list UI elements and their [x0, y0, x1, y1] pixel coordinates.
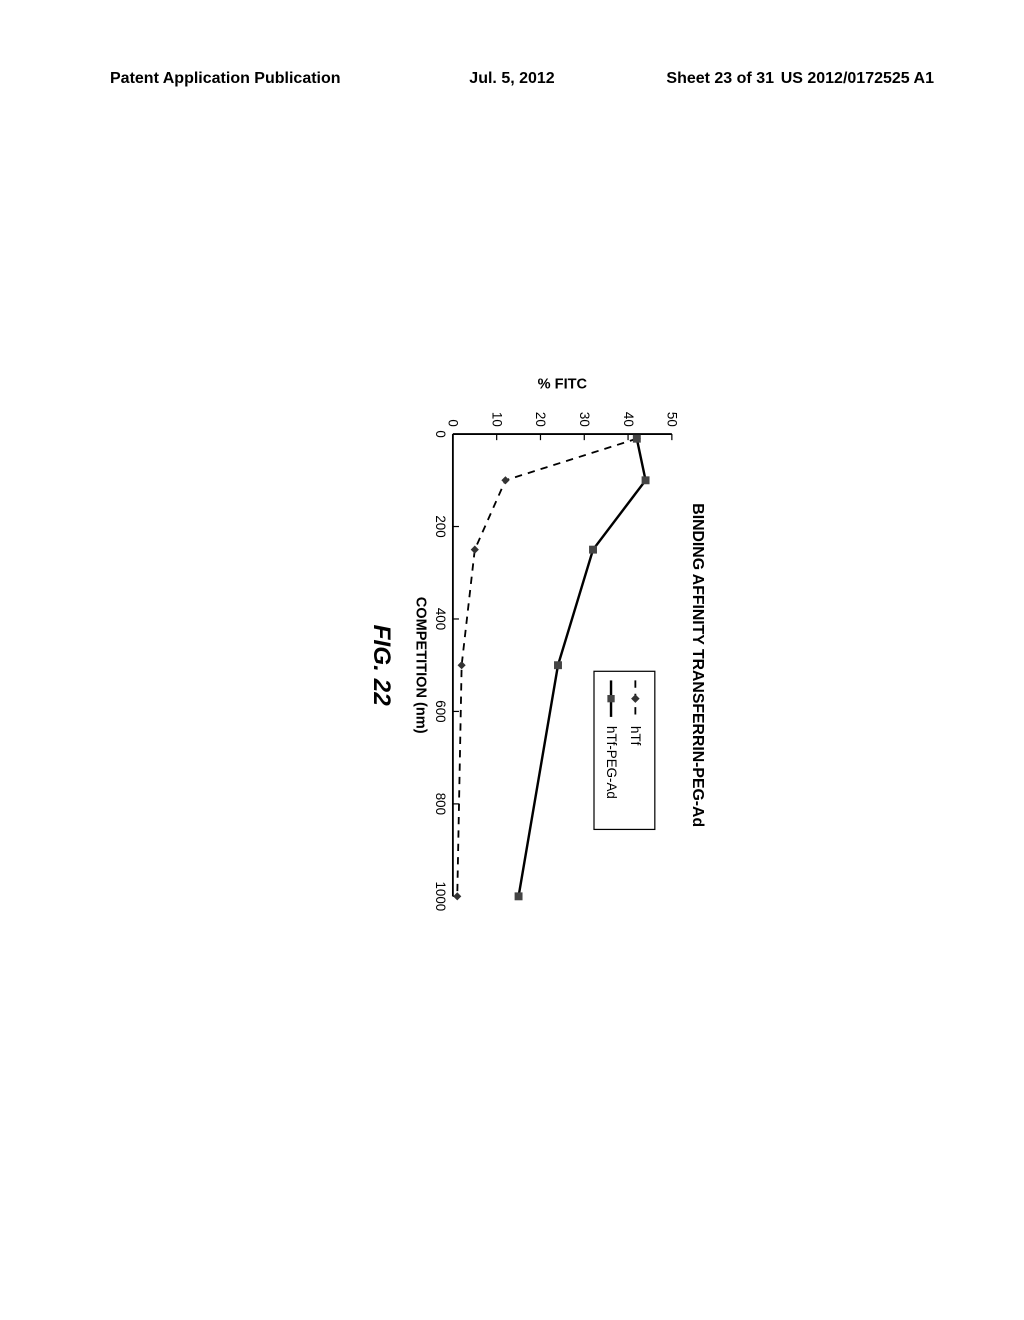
x-tick-label: 1000 — [433, 881, 448, 911]
legend-box — [594, 671, 655, 829]
y-axis-label: % FITC — [538, 376, 588, 392]
header-pubno: US 2012/0172525 A1 — [781, 70, 934, 88]
marker-square — [515, 893, 522, 900]
x-tick-label: 600 — [433, 700, 448, 722]
marker-diamond — [502, 477, 509, 484]
y-tick-label: 0 — [446, 419, 461, 426]
marker-diamond — [471, 546, 478, 553]
chart-title: BINDING AFFINITY TRANSFERRIN-PEG-Ad — [689, 503, 706, 827]
y-tick-label: 40 — [621, 412, 636, 427]
x-tick-label: 0 — [433, 430, 448, 437]
figure-caption: FIG. 22 — [368, 625, 395, 707]
marker-square — [642, 477, 649, 484]
marker-square — [589, 546, 596, 553]
legend-marker-0 — [631, 694, 640, 703]
series-line-0 — [457, 439, 637, 897]
marker-square — [633, 435, 640, 442]
marker-square — [554, 662, 561, 669]
series-line-1 — [519, 439, 646, 897]
chart-figure: BINDING AFFINITY TRANSFERRIN-PEG-Ad 0 10 20… — [50, 355, 1020, 945]
marker-diamond — [458, 662, 465, 669]
x-tick-label: 200 — [433, 515, 448, 537]
legend-marker-1 — [607, 695, 614, 702]
header-left: Patent Application Publication — [110, 70, 341, 88]
y-tick-label: 50 — [665, 412, 680, 427]
y-tick-label: 20 — [533, 412, 548, 427]
marker-diamond — [454, 893, 461, 900]
header-date: Jul. 5, 2012 — [469, 70, 554, 88]
y-tick-label: 30 — [577, 412, 592, 427]
x-tick-label: 800 — [433, 793, 448, 815]
chart-svg: BINDING AFFINITY TRANSFERRIN-PEG-Ad 0 10 20… — [50, 355, 1020, 945]
legend-label-1: hTf-PEG-Ad — [604, 726, 619, 799]
page: Patent Application Publication Jul. 5, 2… — [0, 0, 1024, 1320]
y-tick-label: 10 — [489, 412, 504, 427]
x-axis-label: COMPETITION (nm) — [412, 597, 428, 734]
x-tick-label: 400 — [433, 608, 448, 630]
legend-label-0: hTf — [628, 726, 643, 746]
header-sheet: Sheet 23 of 31 — [666, 70, 774, 88]
